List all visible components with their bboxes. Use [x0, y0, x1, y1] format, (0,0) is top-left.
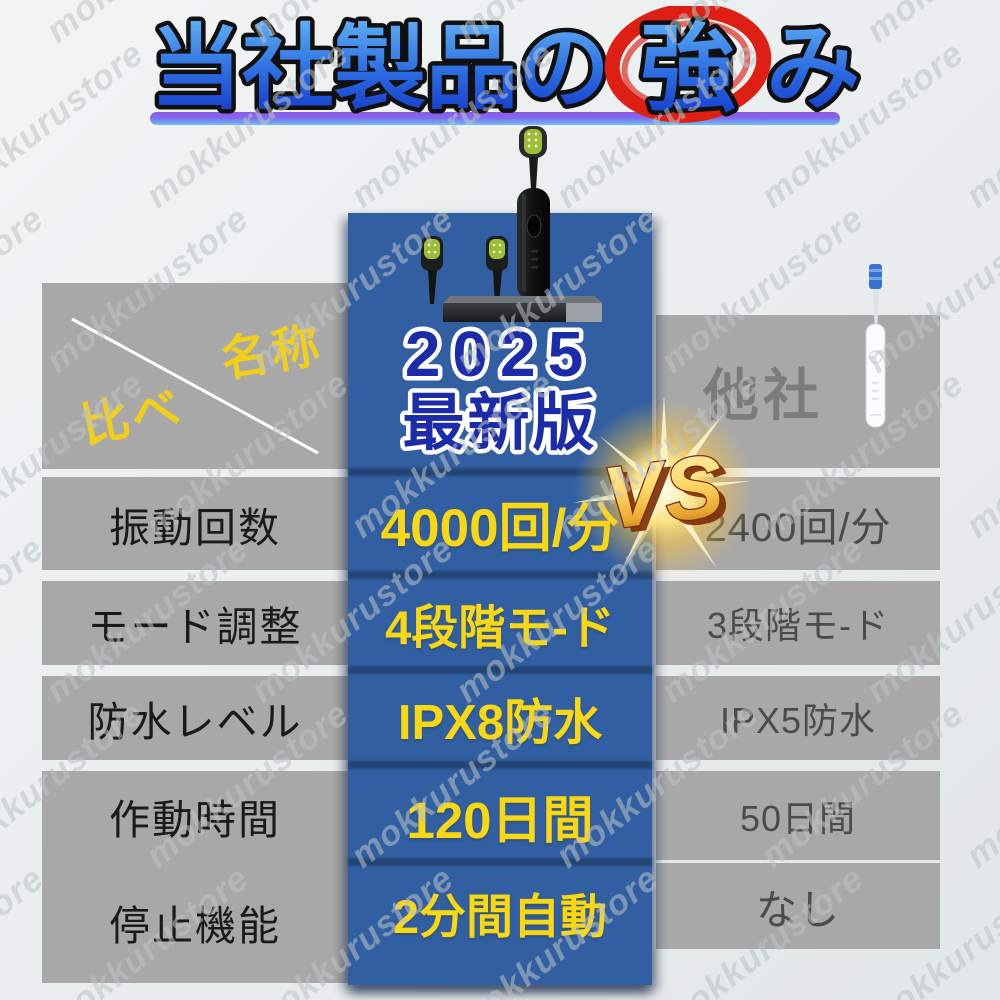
row-label: モード調整: [87, 604, 303, 650]
vs-text: VS: [598, 435, 731, 548]
competitor-value-cell: なし: [656, 863, 940, 949]
white-toothbrush-icon: [865, 264, 886, 428]
page-title: 当社製品の 強 み: [146, 6, 865, 128]
red-brush-circle-icon: [604, 6, 772, 123]
competitor-value-cell: 50日間: [656, 771, 940, 860]
column-divider: [348, 858, 652, 866]
column-divider: [348, 571, 652, 579]
column-divider: [348, 761, 652, 769]
row-label: 停止機能: [109, 902, 281, 949]
competitor-value: 50日間: [739, 797, 857, 839]
row-label: 作動時間: [109, 796, 281, 843]
competitor-value-cell: IPX5防水: [656, 676, 940, 760]
corner-cell: 名称 比べ: [42, 283, 348, 469]
competitor-value: なし: [756, 887, 840, 933]
our-value-cell: 2分間自動: [348, 860, 652, 964]
row-label-cell: モード調整: [42, 581, 348, 665]
column-divider: [348, 666, 652, 674]
black-toothbrush-set-icon: [421, 126, 602, 322]
vs-badge: VS VS: [572, 394, 757, 583]
competitor-value-cell: 3段階モ-ド: [656, 581, 940, 665]
title-prefix-text: 当社製品の: [150, 18, 610, 120]
row-label-cell: 振動回数: [42, 477, 348, 570]
our-value-cell: 4段階モ-ド: [348, 581, 652, 665]
row-label-cell: 停止機能: [42, 860, 348, 983]
row-label-cell: 作動時間: [42, 771, 348, 860]
our-header-year: 2025: [405, 318, 595, 390]
row-label-cell: 防水レベル: [42, 676, 348, 760]
our-value-cell: 120日間: [348, 771, 652, 860]
vs-text-shadow: VS: [605, 440, 738, 553]
title-suffix-text: み: [766, 15, 860, 120]
our-value: 4段階モ-ド: [385, 600, 615, 654]
row-label: 振動回数: [109, 504, 281, 551]
diagonal-divider-line: [71, 317, 319, 455]
competitor-value: IPX5防水: [719, 700, 877, 741]
vs-starburst-icon: VS VS: [572, 394, 754, 580]
title-highlight-text: 強: [640, 16, 736, 123]
row-label: 防水レベル: [87, 699, 303, 745]
our-header-edition: 最新版: [402, 389, 597, 458]
competitor-header-label: 他社: [703, 364, 823, 427]
watermark-text: mokkurustore: [958, 363, 1000, 546]
our-value: 2分間自動: [392, 889, 608, 943]
column-divider: [348, 468, 652, 476]
our-header: 2025 最新版: [398, 318, 599, 460]
competitor-value: 3段階モ-ド: [706, 605, 889, 646]
our-value: IPX8防水: [397, 695, 603, 750]
watermark-text: mokkurustore: [958, 693, 1000, 876]
our-value-cell: IPX8防水: [348, 676, 652, 760]
our-value: 120日間: [406, 791, 594, 849]
